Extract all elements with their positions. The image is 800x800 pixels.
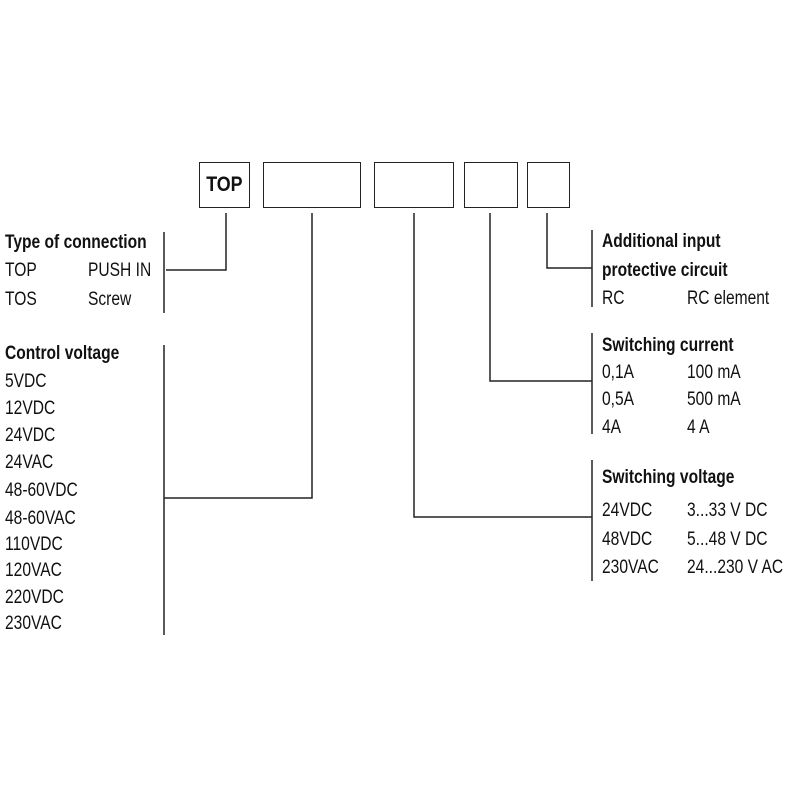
switching-current-title: Switching current	[602, 335, 734, 356]
switching-voltage-desc: 3...33 V DC	[687, 500, 768, 521]
connector-protective-circuit	[546, 213, 592, 269]
switching-voltage-code: 24VDC	[602, 500, 653, 521]
connector-control-voltage	[164, 213, 313, 499]
code-box-switching-current	[464, 162, 518, 208]
switching-current-code: 4A	[602, 417, 622, 438]
switching-voltage-code: 48VDC	[602, 529, 653, 550]
control-voltage-item: 24VDC	[5, 425, 56, 446]
connection-desc: Screw	[88, 289, 132, 310]
switching-voltage-desc: 5...48 V DC	[687, 529, 768, 550]
protective-circuit-code: RC	[602, 288, 625, 309]
control-voltage-item: 110VDC	[5, 534, 63, 555]
protective-circuit-title: Additional input	[602, 231, 721, 252]
control-voltage-item: 5VDC	[5, 371, 47, 392]
code-box-label: TOP	[206, 173, 243, 196]
connection-title: Type of connection	[5, 232, 147, 253]
code-box-protective-circuit	[527, 162, 570, 208]
switching-current-code: 0,1A	[602, 362, 635, 383]
connector-switching-voltage	[413, 213, 592, 518]
switching-voltage-code: 230VAC	[602, 557, 659, 578]
code-box-switching-voltage	[374, 162, 454, 208]
code-box-connection: TOP	[199, 162, 250, 208]
protective-circuit-desc: RC element	[687, 288, 770, 309]
control-voltage-item: 24VAC	[5, 452, 54, 473]
control-voltage-item: 48-60VDC	[5, 480, 78, 501]
protective-circuit-title-2: protective circuit	[602, 260, 728, 281]
control-voltage-item: 48-60VAC	[5, 508, 76, 529]
code-box-control-voltage	[263, 162, 361, 208]
switching-current-code: 0,5A	[602, 389, 635, 410]
connection-code: TOS	[5, 289, 37, 310]
switching-voltage-desc: 24...230 V AC	[687, 557, 784, 578]
connection-code: TOP	[5, 260, 37, 281]
control-voltage-item: 120VAC	[5, 560, 62, 581]
switching-voltage-title: Switching voltage	[602, 467, 735, 488]
control-voltage-title: Control voltage	[5, 343, 120, 364]
control-voltage-item: 230VAC	[5, 613, 62, 634]
switching-current-desc: 100 mA	[687, 362, 741, 383]
connector-switching-current	[489, 213, 592, 382]
connection-desc: PUSH IN	[88, 260, 152, 281]
switching-current-desc: 4 A	[687, 417, 710, 438]
control-voltage-item: 220VDC	[5, 587, 64, 608]
control-voltage-item: 12VDC	[5, 398, 56, 419]
switching-current-desc: 500 mA	[687, 389, 741, 410]
connector-connection	[166, 213, 227, 271]
